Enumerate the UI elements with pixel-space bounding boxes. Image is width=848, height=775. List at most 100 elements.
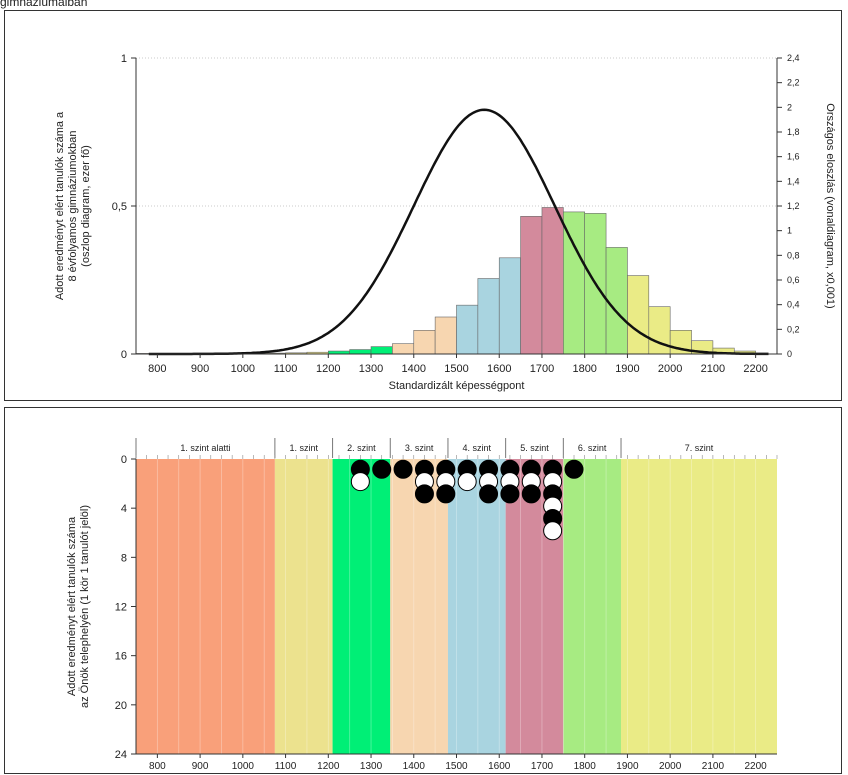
x-tick-label-0: 800 <box>149 761 166 772</box>
histogram-bar-14 <box>434 316 457 355</box>
y-tick-label-1: 0,5 <box>112 201 127 213</box>
level-band-1 <box>274 459 333 754</box>
level-label-3: 3. szint <box>405 443 434 453</box>
student-circle-26 <box>543 521 563 541</box>
y-tick-label-4: 16 <box>115 651 127 663</box>
y-axis-label-line-0: Adott eredményt elért tanulók száma a <box>54 111 66 300</box>
x-tick-label-11: 1900 <box>616 761 639 772</box>
x-tick-label-7: 1500 <box>444 363 468 375</box>
level-label-7: 7. szint <box>685 443 714 453</box>
y-axis-label-line-2: (oszlop diagram, ezer fő) <box>80 145 92 267</box>
level-band-7 <box>621 459 777 754</box>
y2-tick-label-11: 2,2 <box>787 78 800 88</box>
histogram-chart: 0 0,5 1 0 0,2 0,4 0,6 0,8 1 1,2 1,4 1,6 1,8 2 2,2 2,4 80… <box>54 53 836 392</box>
page-header-text: gimnáziumaiban <box>0 0 88 9</box>
x-tick-label-14: 2200 <box>743 363 767 375</box>
histogram-bar-18 <box>520 216 543 355</box>
x-tick-label-8: 1600 <box>488 761 511 772</box>
x-tick-label-1: 900 <box>192 761 209 772</box>
level-band-6 <box>563 459 622 754</box>
x-tick-label-12: 2000 <box>658 363 682 375</box>
x-tick-label-5: 1300 <box>360 761 383 772</box>
student-dot-panel: 1. szint alatti 1. szint 2. szint 3. szint 4… <box>4 407 842 774</box>
x-tick-label-14: 2200 <box>745 761 768 772</box>
histogram-bar-24 <box>648 306 671 355</box>
y2-tick-label-4: 0,8 <box>787 250 800 260</box>
histogram-bar-16 <box>477 278 500 355</box>
histogram-bar-12 <box>392 343 415 355</box>
y2-tick-label-2: 0,4 <box>787 300 800 310</box>
y-axis-label: Adott eredményt elért tanulók száma a8 é… <box>54 111 92 300</box>
level-band-4 <box>447 459 506 754</box>
x-tick-label-11: 1900 <box>615 363 639 375</box>
x-tick-label-9: 1700 <box>531 761 554 772</box>
histogram-bar-11 <box>370 346 393 355</box>
y2-tick-label-5: 1 <box>787 226 792 236</box>
y2-tick-label-0: 0 <box>787 349 792 359</box>
x-tick-label-2: 1000 <box>231 363 255 375</box>
level-label-2: 2. szint <box>347 443 376 453</box>
student-dot-chart: 1. szint alatti 1. szint 2. szint 3. szint 4… <box>66 438 778 772</box>
x-tick-label-9: 1700 <box>530 363 554 375</box>
histogram-bar-22 <box>605 247 628 355</box>
y-axis-label-line-1: az Önök telephelyén (1 kör 1 tanulót jel… <box>79 505 91 708</box>
y2-tick-label-1: 0,2 <box>787 324 800 334</box>
level-label-4: 4. szint <box>463 443 492 453</box>
x-axis-label: Standardizált képességpont <box>389 380 525 392</box>
y2-axis-label: Országos eloszlás (vonaldiagram, x0,001) <box>824 103 836 308</box>
y-tick-label-2: 8 <box>121 552 127 564</box>
level-label-0: 1. szint alatti <box>180 443 230 453</box>
y2-tick-label-12: 2,4 <box>787 53 800 63</box>
x-tick-label-0: 800 <box>148 363 166 375</box>
level-label-1: 1. szint <box>289 443 318 453</box>
student-circle-2 <box>372 459 392 479</box>
student-circle-3 <box>393 459 413 479</box>
histogram-bar-17 <box>498 257 521 355</box>
x-tick-label-10: 1800 <box>574 761 597 772</box>
y-tick-label-0: 0 <box>121 454 127 466</box>
y2-tick-label-9: 1,8 <box>787 127 800 137</box>
student-circle-1 <box>350 472 370 492</box>
x-tick-label-13: 2100 <box>701 363 725 375</box>
y2-tick-label-3: 0,6 <box>787 275 800 285</box>
x-tick-label-4: 1200 <box>317 761 340 772</box>
x-tick-label-10: 1800 <box>572 363 596 375</box>
x-tick-label-4: 1200 <box>316 363 340 375</box>
level-band-2 <box>332 459 391 754</box>
y-tick-label-1: 4 <box>121 503 127 515</box>
histogram-panel: 0 0,5 1 0 0,2 0,4 0,6 0,8 1 1,2 1,4 1,6 1,8 2 2,2 2,4 80… <box>4 10 842 401</box>
x-tick-label-5: 1300 <box>359 363 383 375</box>
y-tick-label-5: 20 <box>115 700 127 712</box>
y-tick-label-0: 0 <box>121 349 127 361</box>
y-axis-label-line-1: 8 évfolyamos gimnáziumokban <box>67 130 79 281</box>
x-tick-label-7: 1500 <box>445 761 468 772</box>
student-circle-6 <box>414 484 434 504</box>
level-label-6: 6. szint <box>578 443 607 453</box>
x-tick-label-3: 1100 <box>275 761 297 772</box>
x-tick-label-6: 1400 <box>403 761 426 772</box>
level-band-0 <box>136 459 275 754</box>
x-tick-label-6: 1400 <box>402 363 426 375</box>
student-circle-20 <box>521 484 541 504</box>
histogram-bar-23 <box>627 275 650 355</box>
y-tick-label-3: 12 <box>115 602 127 614</box>
x-tick-label-12: 2000 <box>659 761 682 772</box>
student-circle-11 <box>457 472 477 492</box>
x-tick-label-13: 2100 <box>702 761 725 772</box>
student-circle-27 <box>564 459 584 479</box>
student-circle-14 <box>479 484 499 504</box>
x-tick-label-1: 900 <box>191 363 209 375</box>
y-axis-label: Adott eredményt elért tanulók számaaz Ön… <box>66 505 91 708</box>
x-tick-label-2: 1000 <box>232 761 255 772</box>
y-tick-label-2: 1 <box>121 53 127 65</box>
histogram-bar-19 <box>541 207 564 355</box>
y2-tick-label-7: 1,4 <box>787 176 800 186</box>
x-tick-label-8: 1600 <box>487 363 511 375</box>
student-circle-9 <box>436 484 456 504</box>
y-tick-label-6: 24 <box>115 749 127 761</box>
national-distribution-curve <box>148 108 769 356</box>
level-band-3 <box>390 459 448 754</box>
student-circle-17 <box>500 484 520 504</box>
y2-tick-label-8: 1,6 <box>787 152 800 162</box>
histogram-bar-13 <box>413 330 436 355</box>
